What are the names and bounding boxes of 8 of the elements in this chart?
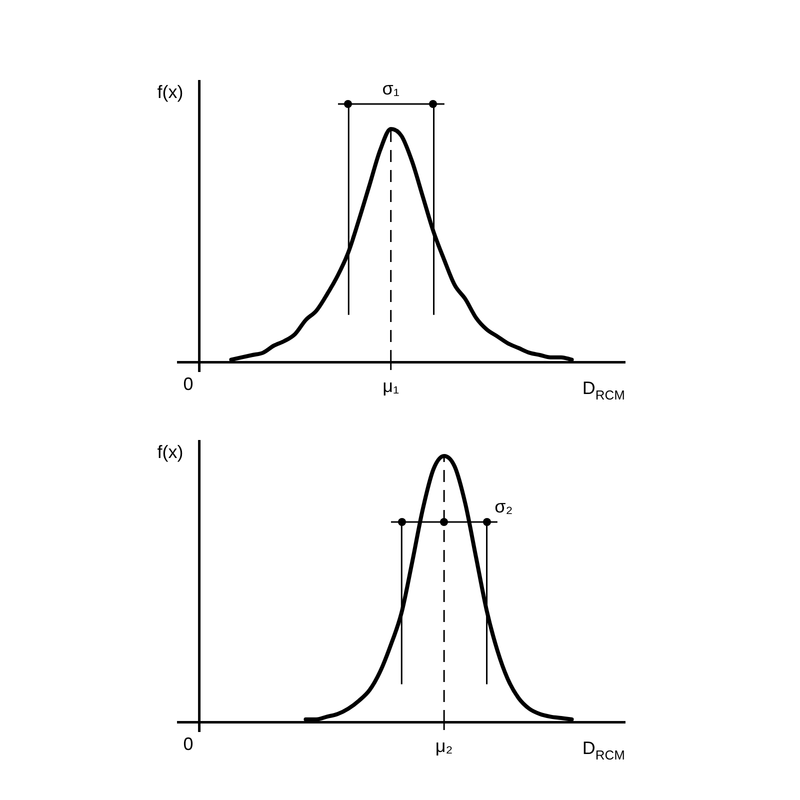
text: μ₂: [435, 736, 453, 756]
annotation: σ₂: [494, 496, 513, 516]
y-axis-title: f(x): [157, 442, 184, 462]
y-axis-title: f(x): [157, 82, 184, 102]
text: σ₁: [382, 78, 400, 98]
text: 0: [183, 374, 194, 394]
text: 0: [183, 734, 194, 754]
text: μ₁: [382, 376, 400, 396]
